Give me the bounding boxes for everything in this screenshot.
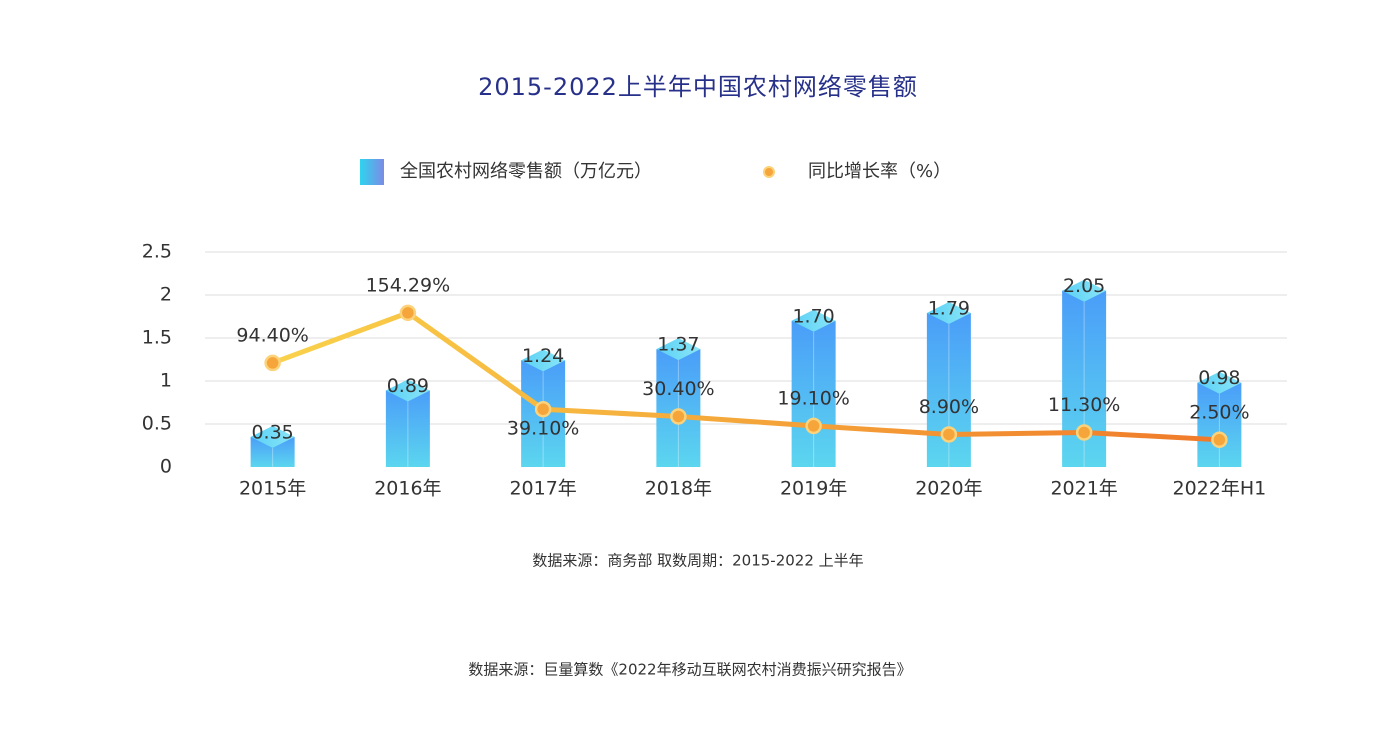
line-value-label: 19.10% (777, 387, 849, 409)
bar-value-label: 1.79 (928, 298, 970, 320)
bar-value-label: 0.89 (387, 375, 429, 397)
line-point (1211, 431, 1228, 449)
y-tick-label: 2.5 (142, 241, 172, 263)
y-tick-label: 2 (160, 284, 172, 306)
bar-cap (1197, 371, 1242, 394)
bar (656, 349, 701, 467)
line-point (940, 426, 958, 443)
chart-title: 2015-2022上半年中国农村网络零售额 (478, 73, 918, 101)
y-tick-label: 0.5 (142, 413, 172, 435)
bar-cap (521, 349, 566, 372)
line-point (264, 354, 281, 372)
x-tick-label: 2018年 (645, 478, 712, 500)
source-note: 数据来源：商务部 取数周期：2015-2022 上半年 (532, 552, 863, 570)
y-tick-label: 0 (160, 456, 172, 478)
line-point (1075, 424, 1093, 441)
line-value-label: 94.40% (236, 324, 308, 346)
line (271, 310, 1220, 443)
legend-swatch (763, 166, 775, 178)
y-tick-label: 1.5 (142, 327, 172, 349)
bar-value-label: 0.98 (1198, 367, 1240, 389)
x-tick-label: 2021年 (1050, 478, 1117, 500)
bar-cap (926, 302, 971, 325)
bar-cap (385, 379, 430, 402)
x-tick-label: 2017年 (509, 478, 576, 500)
bar-value-label: 1.70 (792, 305, 834, 327)
line-value-label: 11.30% (1048, 394, 1120, 416)
bar-value-label: 1.37 (657, 334, 699, 356)
legend-swatch (360, 159, 384, 185)
line-point (534, 400, 552, 418)
source-note: 数据来源：巨量算数《2022年移动互联网农村消费振兴研究报告》 (468, 661, 911, 679)
bar-cap (250, 425, 295, 448)
x-tick-label: 2020年 (915, 478, 982, 500)
x-tick-label: 2016年 (374, 478, 441, 500)
legend-label: 全国农村网络零售额（万亿元） (400, 161, 652, 182)
bar-cap (656, 338, 701, 361)
bar-value-label: 0.35 (251, 421, 293, 443)
bar (385, 390, 430, 467)
bar-value-label: 1.24 (522, 345, 564, 367)
line-value-label: 39.10% (507, 418, 579, 440)
line-point (805, 417, 822, 435)
line-value-label: 30.40% (642, 378, 714, 400)
legend-label: 同比增长率（%） (808, 161, 951, 182)
bar-cap (1062, 279, 1107, 302)
line-value-label: 2.50% (1189, 401, 1249, 423)
x-tick-label: 2019年 (780, 478, 847, 500)
bar-cap (791, 309, 836, 332)
line-value-label: 8.90% (919, 396, 979, 418)
bar (791, 320, 836, 467)
y-tick-label: 1 (160, 370, 172, 392)
x-tick-label: 2022年H1 (1173, 478, 1267, 500)
line-value-label: 154.29% (366, 274, 451, 296)
bar-value-label: 2.05 (1063, 275, 1105, 297)
bar (1197, 382, 1242, 467)
line-point (399, 304, 417, 322)
x-tick-label: 2015年 (239, 478, 306, 500)
line-point (670, 408, 687, 425)
